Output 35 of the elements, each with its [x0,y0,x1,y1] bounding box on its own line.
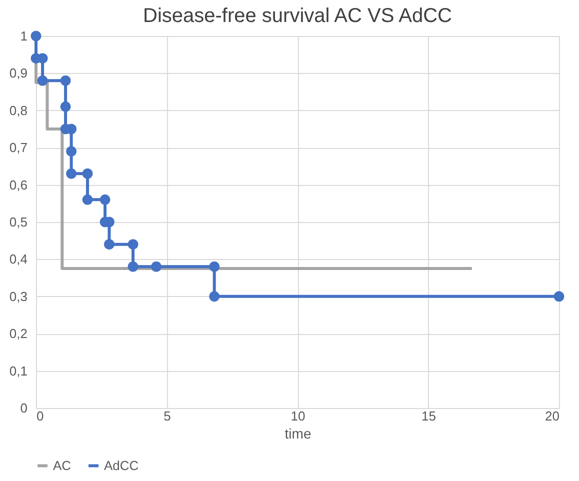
point [30,30,42,42]
chart-title: Disease-free survival AC VS AdCC [142,5,452,27]
x-tick-label: 20 [545,408,560,424]
y-tick-label: 0,2 [9,326,28,342]
point [82,194,93,205]
point [82,168,93,179]
point [66,146,77,157]
point [151,261,162,272]
point [60,75,71,86]
y-tick-label: 0,5 [9,214,28,230]
y-tick-label: 0,6 [9,177,28,192]
legend-label: AdCC [104,458,139,473]
x-tick-label: 10 [290,408,306,424]
y-tick-label: 0,9 [9,66,28,81]
x-axis-title: time [284,426,312,442]
y-tick-label: 0,1 [9,363,28,378]
x-tick-label: 0 [36,408,44,424]
point [128,239,138,250]
legend-label: AC [53,458,72,473]
y-tick-label: 0,3 [9,288,28,304]
x-tick-label: 5 [164,408,171,424]
point [128,261,138,272]
point [66,168,77,179]
y-tick-label: 0,7 [9,140,28,156]
y-tick-label: 0,8 [9,102,28,118]
point [554,291,564,302]
y-tick-label: 1 [20,28,28,44]
x-tick-label: 15 [422,408,436,424]
point [209,291,220,302]
point [60,101,71,112]
point [209,261,220,272]
point [100,194,110,205]
y-tick-label: 0,4 [9,252,28,267]
point [104,239,114,250]
point [37,75,48,86]
